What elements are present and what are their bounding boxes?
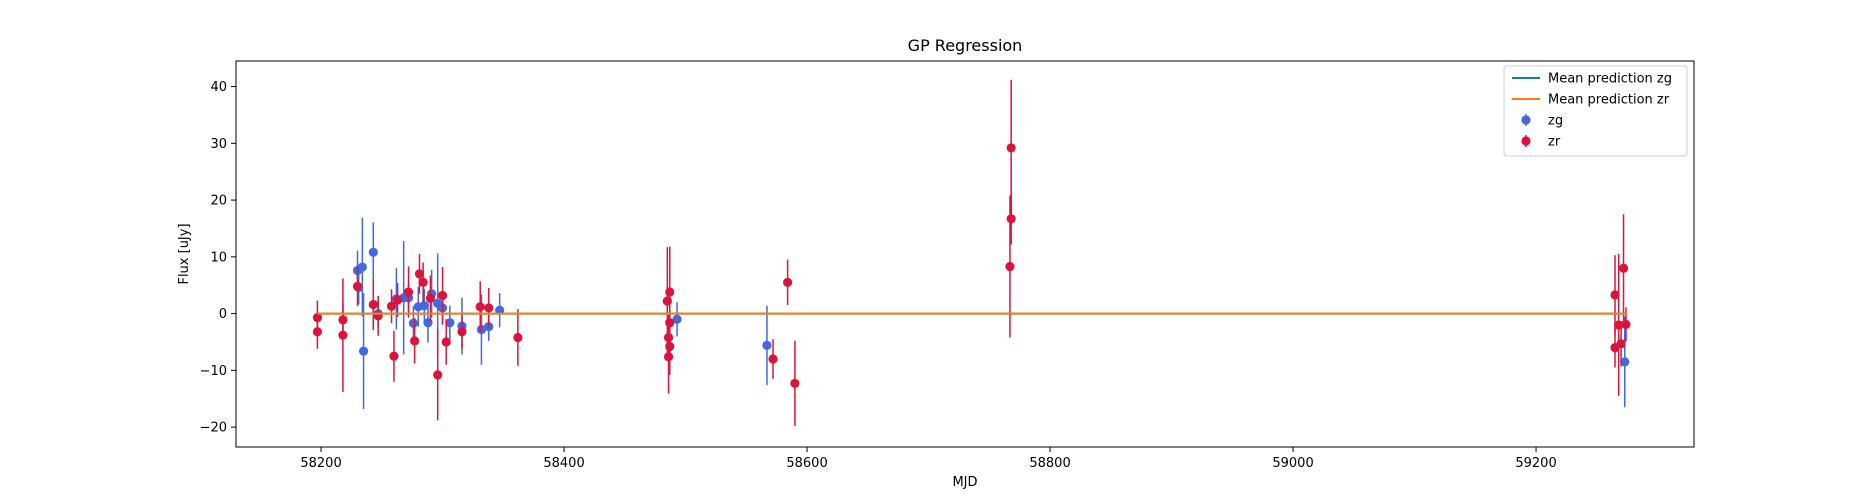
y-axis: −20 −10 0 10 20 30 40 <box>200 80 236 436</box>
y-tick-label: −10 <box>200 364 227 379</box>
zg-data-point <box>357 262 367 272</box>
axes-frame <box>235 60 1695 448</box>
zr-data-point <box>389 351 399 361</box>
zr-data-point <box>368 299 378 310</box>
zr-data-point <box>665 341 675 352</box>
legend-swatch-zg <box>1521 115 1531 125</box>
zr-data-point <box>457 327 467 337</box>
zr-data-point <box>1005 261 1015 272</box>
zg-data-point <box>495 305 505 315</box>
zr-data-point <box>1618 263 1629 273</box>
zr-data-point <box>312 312 323 323</box>
zr-data-point <box>1614 320 1624 330</box>
y-tick-label: 30 <box>210 137 227 152</box>
x-axis: 58200 58400 58600 58800 59000 59200 <box>300 447 1557 471</box>
zr-data-point <box>484 303 494 313</box>
legend-label-zr: zr <box>1548 135 1561 150</box>
zg-data-point <box>358 346 369 356</box>
zr-data-point <box>410 336 420 346</box>
zr-data-point <box>1006 214 1016 224</box>
zr-data-point <box>768 354 778 364</box>
zr-data-point <box>513 332 523 343</box>
zr-data-point <box>437 290 448 301</box>
legend-label-mean-prediction-zr: Mean prediction zr <box>1548 93 1670 108</box>
zr-data-point <box>403 287 414 297</box>
zr-data-point <box>433 370 443 380</box>
zg-data-point <box>445 318 455 328</box>
y-tick-label: 40 <box>210 80 227 95</box>
series-zr <box>312 79 1631 426</box>
zr-data-point <box>392 295 403 305</box>
zr-data-point <box>662 296 672 306</box>
y-tick-label: −20 <box>200 421 227 436</box>
x-tick-label: 59000 <box>1272 456 1313 471</box>
x-tick-label: 58800 <box>1029 456 1070 471</box>
zg-data-point <box>419 301 429 311</box>
zr-data-point <box>783 277 793 287</box>
zr-data-point <box>790 378 800 389</box>
zr-data-point <box>441 337 451 347</box>
zg-data-point <box>408 318 418 328</box>
zr-data-point <box>663 332 674 343</box>
legend-swatch-zr <box>1521 136 1531 146</box>
zr-data-point <box>475 302 485 312</box>
zr-data-point <box>1621 319 1631 329</box>
x-axis-label: MJD <box>952 475 977 490</box>
x-tick-label: 58400 <box>543 456 584 471</box>
zr-data-point <box>414 269 425 279</box>
zr-data-point <box>418 277 428 287</box>
zr-data-point <box>386 301 397 311</box>
zr-data-point <box>338 330 348 340</box>
x-tick-label: 58600 <box>786 456 827 471</box>
zg-data-point <box>762 340 772 350</box>
legend-box <box>1503 65 1688 157</box>
plot-area <box>312 79 1631 426</box>
zr-data-point <box>663 352 674 362</box>
zr-data-point <box>425 293 435 303</box>
zg-data-point <box>1620 357 1630 367</box>
zr-data-point <box>665 318 675 328</box>
x-tick-label: 58200 <box>300 456 341 471</box>
chart-title: GP Regression <box>908 36 1023 55</box>
x-tick-label: 59200 <box>1515 456 1556 471</box>
y-tick-label: 20 <box>210 194 227 209</box>
zg-data-point <box>672 314 682 324</box>
y-tick-label: 0 <box>219 307 227 322</box>
zg-data-point <box>368 247 378 257</box>
legend-label-mean-prediction-zg: Mean prediction zg <box>1548 72 1672 87</box>
zg-data-point <box>476 324 487 335</box>
y-tick-label: 10 <box>210 250 227 265</box>
zr-data-point <box>1616 339 1626 349</box>
zr-data-point <box>665 287 675 297</box>
legend: Mean prediction zg Mean prediction zr zg zr <box>1503 65 1688 157</box>
legend-label-zg: zg <box>1548 114 1563 129</box>
zr-data-point <box>312 327 323 337</box>
zr-data-point <box>1006 143 1016 153</box>
zr-data-point <box>1610 290 1620 300</box>
zr-data-point <box>338 315 348 325</box>
zg-data-point <box>423 318 433 328</box>
zr-data-point <box>352 281 363 291</box>
y-axis-label: Flux [uJy] <box>177 223 192 284</box>
